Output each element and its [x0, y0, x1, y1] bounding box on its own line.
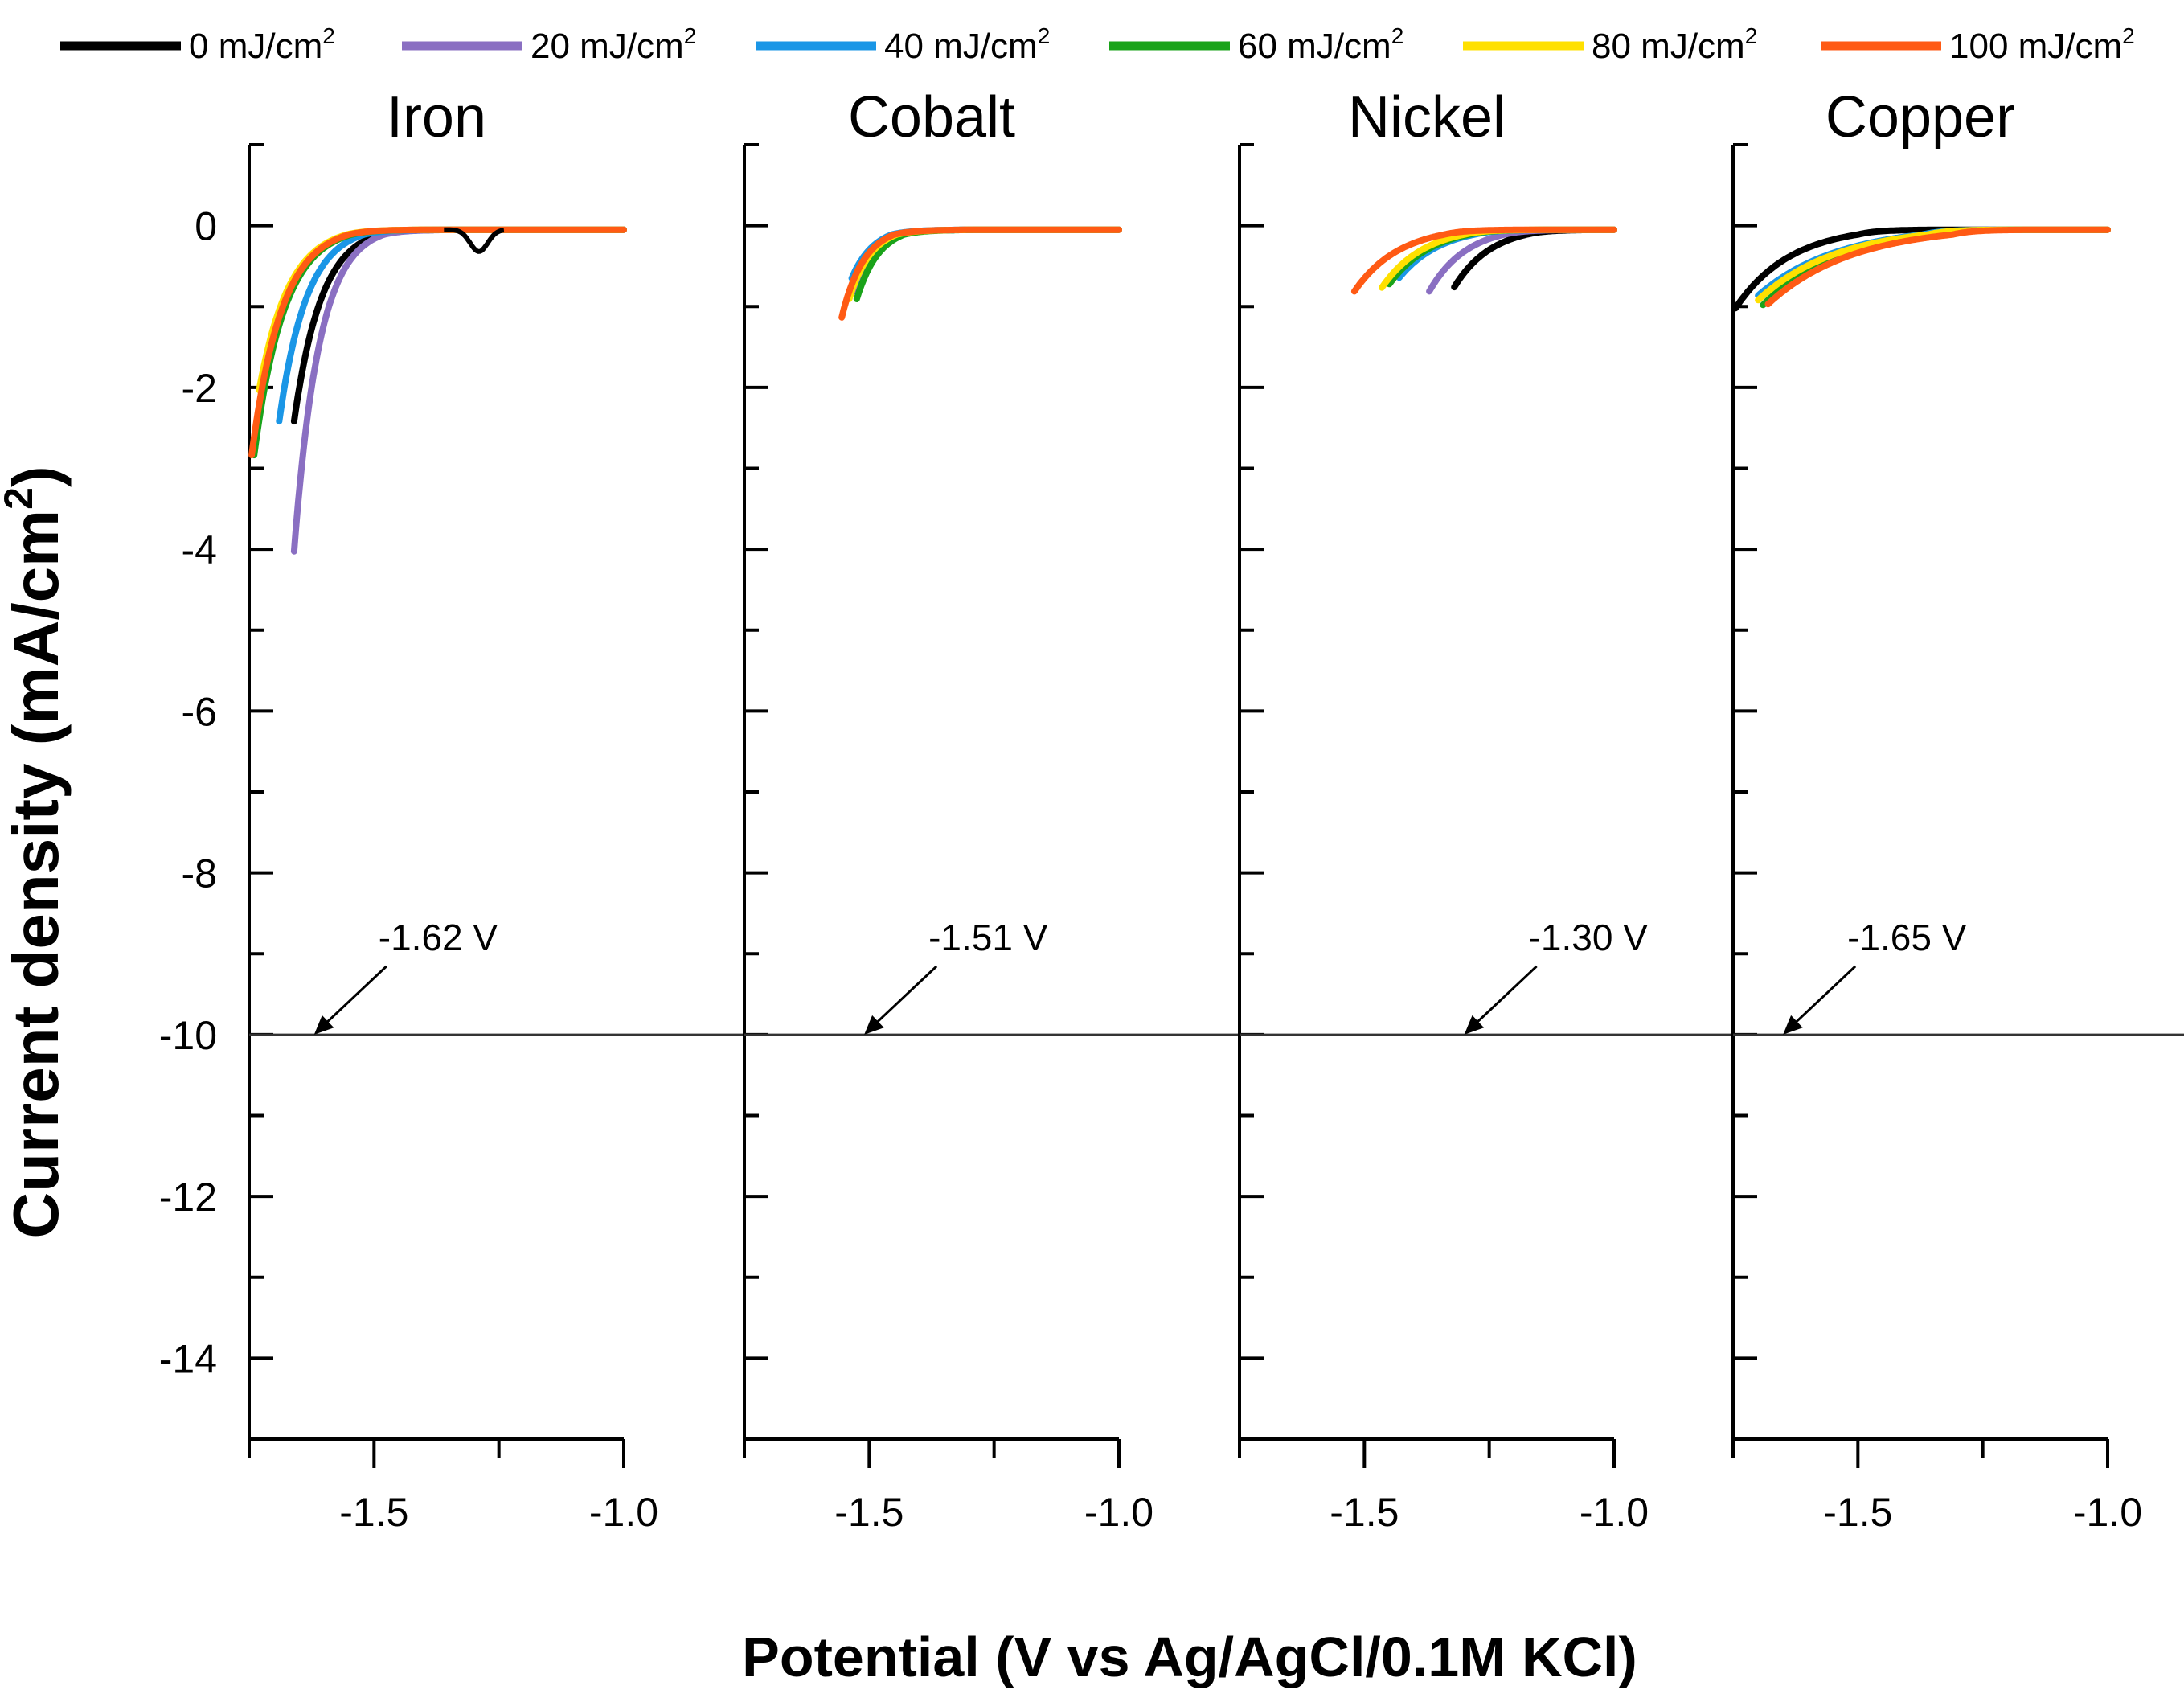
- annotation-label: -1.65 V: [1847, 917, 1967, 958]
- legend-label: 20 mJ/cm2: [531, 23, 696, 66]
- series-line: [838, 226, 1122, 321]
- series-line: [444, 227, 505, 254]
- x-tick-label: -1.5: [834, 1490, 904, 1535]
- legend-item: 60 mJ/cm2: [1109, 23, 1403, 66]
- panel-title: Copper: [1825, 85, 2015, 150]
- x-tick-label: -1.0: [2073, 1490, 2142, 1535]
- annotation-label: -1.51 V: [928, 917, 1048, 958]
- y-tick-label: -10: [159, 1013, 217, 1058]
- legend-label: 0 mJ/cm2: [189, 23, 335, 66]
- y-tick-label: -6: [182, 689, 217, 734]
- x-tick-label: -1.5: [1330, 1490, 1399, 1535]
- panel-cobalt: Cobalt -1.5 -1.0 -1.51 V: [743, 85, 1240, 1535]
- legend-item: 0 mJ/cm2: [60, 23, 335, 66]
- x-axis-label: Potential (V vs Ag/AgCl/0.1M KCl): [742, 1626, 1637, 1688]
- legend-item: 40 mJ/cm2: [756, 23, 1050, 66]
- panel-title: Cobalt: [848, 85, 1015, 150]
- y-tick-label: 0: [195, 204, 217, 249]
- legend: 0 mJ/cm2 20 mJ/cm2 40 mJ/cm2 60 mJ/cm2 80 mJ…: [60, 23, 2135, 66]
- x-tick-label: -1.5: [1823, 1490, 1892, 1535]
- series-line: [1755, 226, 2111, 304]
- x-tick-label: -1.0: [1580, 1490, 1649, 1535]
- panel-iron: Iron 0 -2 -4 -6 -8 -10 -12 -14 -1.5 -1.0 -1.62 V: [159, 85, 744, 1535]
- annotation-arrowhead: [313, 1015, 334, 1035]
- series-line: [290, 226, 627, 425]
- series-line: [276, 226, 627, 425]
- annotation-arrowhead: [864, 1015, 884, 1035]
- x-tick-label: -1.0: [589, 1490, 658, 1535]
- legend-label: 100 mJ/cm2: [1949, 23, 2135, 66]
- series-line: [846, 226, 1122, 302]
- legend-item: 100 mJ/cm2: [1821, 23, 2135, 66]
- legend-label: 80 mJ/cm2: [1592, 23, 1757, 66]
- annotation-label: -1.62 V: [379, 917, 498, 958]
- series-line: [1764, 226, 2111, 308]
- annotation-arrow: [1468, 965, 1538, 1031]
- annotation-arrow: [318, 965, 387, 1031]
- legend-label: 60 mJ/cm2: [1238, 23, 1403, 66]
- panel-copper: Copper -1.5 -1.0 -1.65 V: [1731, 85, 2184, 1535]
- legend-item: 80 mJ/cm2: [1463, 23, 1757, 66]
- y-tick-label: -14: [159, 1336, 217, 1381]
- y-tick-label: -12: [159, 1175, 217, 1220]
- legend-item: 20 mJ/cm2: [402, 23, 696, 66]
- x-tick-label: -1.5: [339, 1490, 408, 1535]
- legend-label: 40 mJ/cm2: [884, 23, 1050, 66]
- series-line: [248, 226, 627, 459]
- series-line: [853, 226, 1122, 302]
- panel-nickel: Nickel -1.5 -1.0 -1.30 V: [1238, 85, 1733, 1535]
- panels: Iron 0 -2 -4 -6 -8 -10 -12 -14 -1.5 -1.0 -1.62 V Cob…: [159, 85, 2184, 1535]
- panel-title: Nickel: [1348, 85, 1506, 150]
- annotation-arrowhead: [1783, 1015, 1803, 1035]
- series-line: [290, 226, 627, 555]
- annotation-arrow: [1787, 965, 1857, 1031]
- series-line: [1350, 226, 1617, 295]
- y-tick-label: -4: [182, 527, 217, 572]
- series-line: [1451, 226, 1617, 291]
- annotation-arrow: [868, 965, 938, 1031]
- y-tick-label: -2: [182, 366, 217, 411]
- y-tick-label: -8: [182, 851, 217, 896]
- y-axis-label: Current density (mA/cm2): [0, 465, 72, 1238]
- x-tick-label: -1.0: [1084, 1490, 1153, 1535]
- panel-title: Iron: [387, 85, 486, 150]
- annotation-arrowhead: [1464, 1015, 1485, 1035]
- annotation-label: -1.30 V: [1529, 917, 1649, 958]
